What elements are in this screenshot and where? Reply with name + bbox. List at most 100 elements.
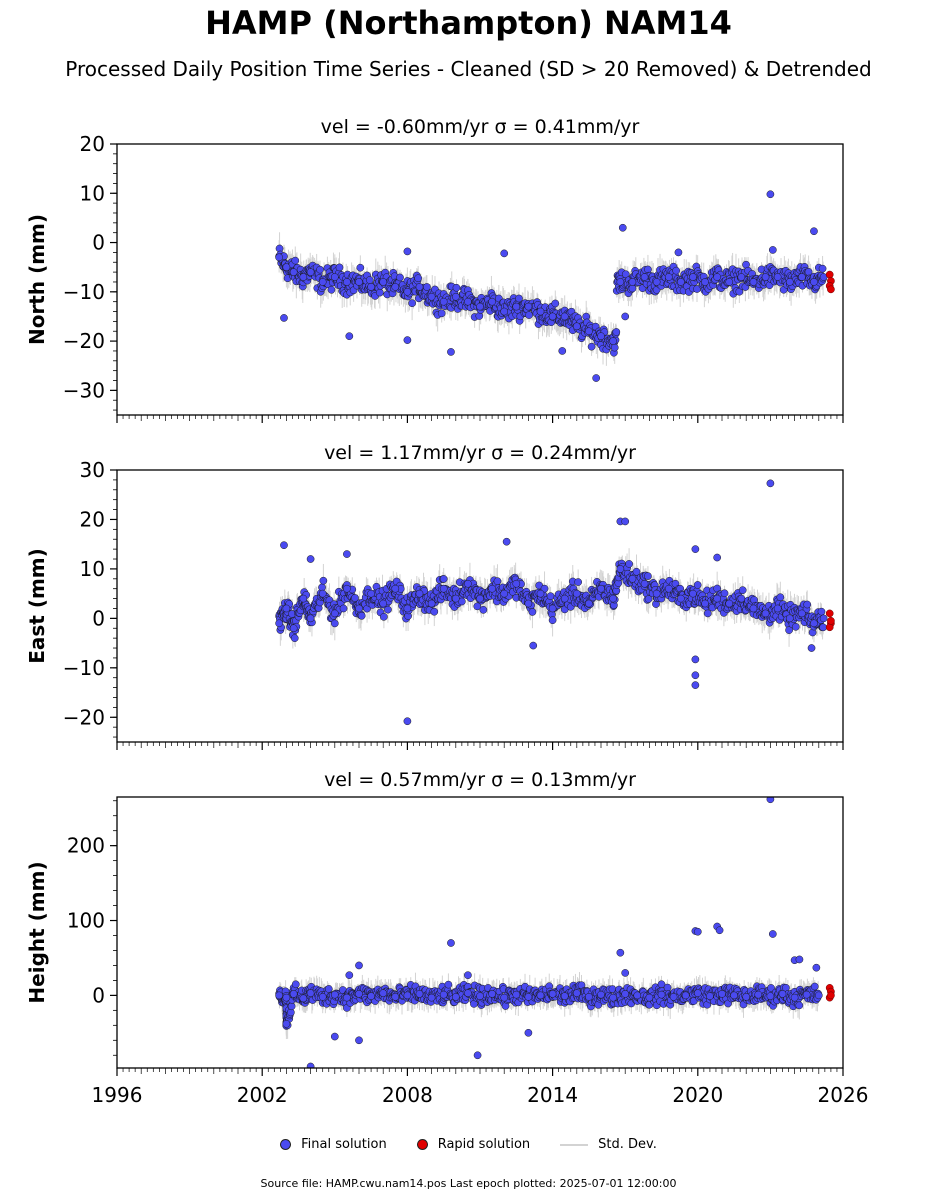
final-point [701, 599, 709, 608]
final-point [574, 578, 582, 586]
final-point [330, 619, 339, 628]
final-point [488, 584, 496, 593]
final-point [773, 273, 782, 281]
final-point [318, 278, 327, 286]
final-point [776, 593, 785, 602]
final-point [367, 283, 375, 291]
y-tick-label: −10 [63, 280, 105, 304]
chart-subtitle: Processed Daily Position Time Series - C… [65, 57, 872, 81]
final-point [616, 565, 625, 573]
final-point [280, 314, 288, 322]
final-point [335, 263, 344, 272]
final-point [664, 273, 673, 281]
final-point [289, 268, 298, 276]
final-point [439, 297, 448, 306]
final-point [500, 249, 509, 258]
final-point [439, 575, 448, 583]
final-point [430, 607, 439, 616]
final-point [375, 288, 384, 297]
final-point [749, 278, 758, 286]
final-point [291, 256, 300, 265]
final-point [451, 594, 460, 603]
final-point [391, 584, 400, 593]
final-point [299, 594, 308, 603]
final-point [560, 312, 569, 321]
final-point [365, 276, 374, 284]
final-point [355, 278, 363, 286]
final-point [306, 268, 315, 276]
final-point [640, 579, 649, 588]
final-point [737, 273, 746, 281]
final-point [785, 626, 793, 634]
final-point [621, 517, 630, 526]
final-point [343, 584, 351, 593]
final-point [391, 283, 400, 291]
final-point [515, 294, 523, 303]
final-point [572, 589, 581, 598]
plot-area [275, 797, 835, 1068]
final-point [396, 273, 404, 282]
final-point [415, 283, 424, 291]
final-point [597, 332, 605, 341]
y-tick-label: 0 [92, 231, 105, 255]
final-point [701, 278, 709, 286]
final-point [318, 589, 327, 598]
final-point [798, 609, 806, 618]
final-point [384, 605, 392, 614]
final-point [592, 374, 601, 382]
final-point [524, 599, 533, 608]
y-axis-label: North (mm) [25, 214, 49, 345]
final-point [609, 594, 617, 603]
final-point [476, 302, 484, 311]
panel-title: vel = 1.17mm/yr σ = 0.24mm/yr [324, 442, 636, 464]
rapid-point [825, 270, 834, 279]
final-point [621, 312, 630, 321]
final-point [500, 307, 509, 316]
final-point [423, 283, 431, 291]
final-point [403, 717, 412, 726]
final-point [316, 265, 324, 274]
final-point [558, 347, 567, 355]
final-point [713, 553, 722, 562]
final-point [693, 285, 701, 293]
final-point [500, 589, 509, 598]
panel-title: vel = -0.60mm/yr σ = 0.41mm/yr [321, 116, 640, 138]
final-point [652, 589, 661, 598]
final-point [379, 278, 388, 286]
final-point [572, 322, 581, 331]
final-point [803, 600, 812, 609]
final-point [587, 342, 596, 351]
final-point [444, 980, 453, 989]
final-point [287, 1002, 296, 1011]
rapid-point [827, 616, 835, 625]
final-point [546, 592, 555, 601]
final-point [355, 604, 363, 613]
final-point [403, 287, 412, 296]
final-point [356, 263, 365, 272]
final-point [817, 607, 826, 616]
y-tick-label: −20 [63, 705, 105, 729]
final-point [415, 589, 424, 598]
final-point [664, 584, 673, 593]
final-point [403, 247, 412, 256]
final-point [560, 594, 569, 603]
final-point [725, 599, 734, 608]
final-point [791, 622, 800, 631]
final-point [403, 604, 412, 613]
chart-title: HAMP (Northampton) NAM14 [205, 4, 732, 42]
final-point [479, 605, 488, 614]
final-point [452, 283, 461, 292]
final-point [798, 273, 806, 281]
final-point [343, 550, 351, 558]
rapid-point [825, 623, 834, 632]
final-point [464, 579, 472, 588]
final-point [330, 273, 339, 281]
final-point [693, 581, 702, 589]
final-point [677, 278, 685, 286]
final-point [738, 586, 747, 595]
plot-area [275, 479, 835, 726]
final-point [585, 327, 593, 336]
panel-title: vel = 0.57mm/yr σ = 0.13mm/yr [324, 769, 636, 791]
final-point [785, 614, 794, 623]
chart-area: vel = -0.60mm/yr σ = 0.41mm/yr North (mm)… [25, 116, 868, 1107]
